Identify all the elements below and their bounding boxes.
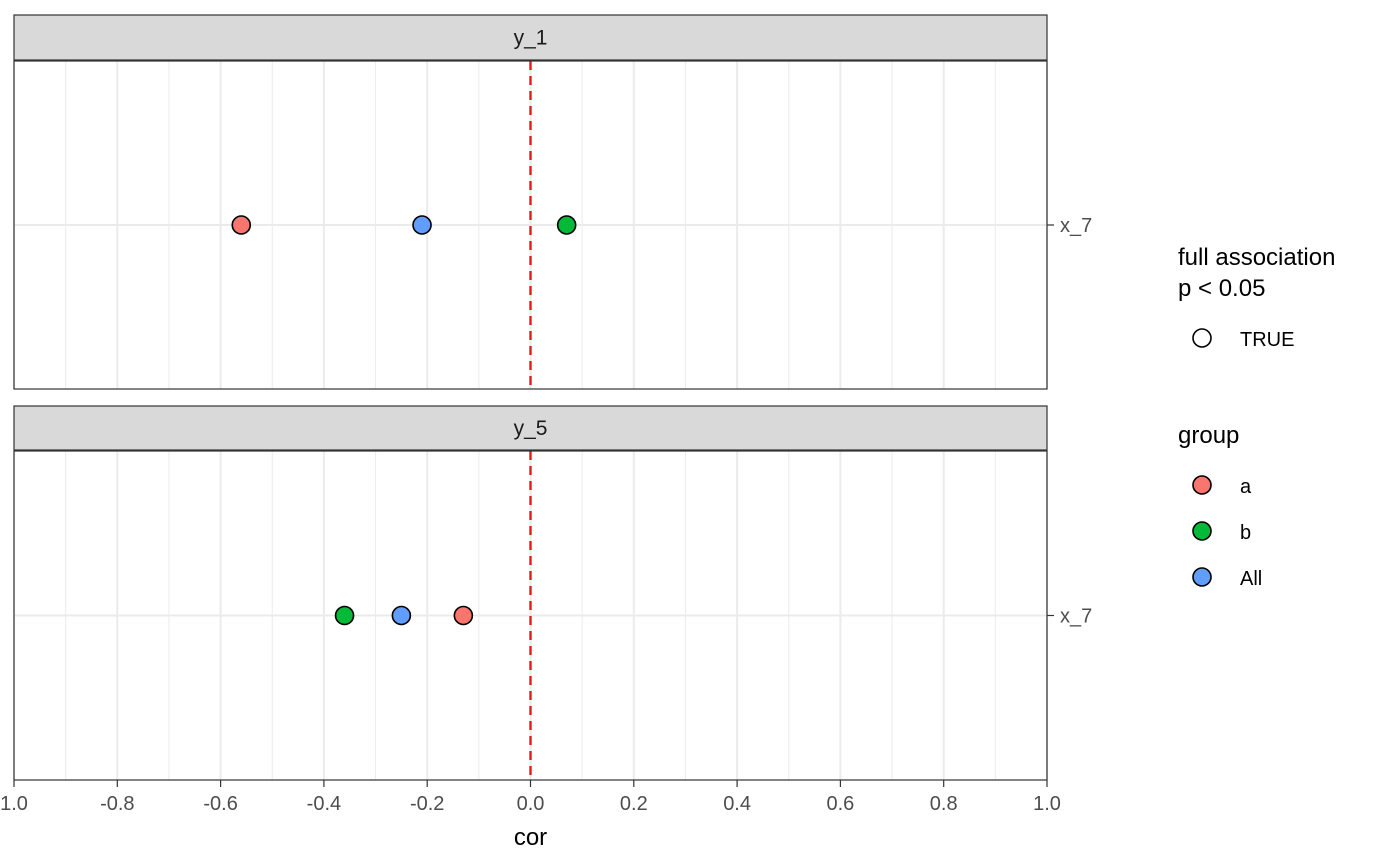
- x-tick-label: 0.0: [517, 793, 545, 815]
- x-tick-label: -0.8: [100, 793, 134, 815]
- data-point-all: [391, 605, 412, 626]
- legend-label-all: All: [1240, 568, 1262, 590]
- legend-title-group: group: [1178, 422, 1239, 449]
- legend-title-association-line-1: full association: [1178, 244, 1335, 271]
- legend-label-a: a: [1240, 476, 1252, 498]
- legend-title-association-line-2: p < 0.05: [1178, 275, 1265, 302]
- x-tick-label: 1.0: [1033, 793, 1061, 815]
- facet-strip-label: y_1: [514, 27, 548, 50]
- x-tick-label: -0.4: [307, 793, 341, 815]
- data-point-b: [334, 605, 355, 626]
- legend-key-a: [1192, 475, 1212, 495]
- legend-key-b: [1192, 521, 1212, 541]
- x-tick-label: 1.0: [0, 793, 28, 815]
- facet-strip-2: [13, 405, 1048, 451]
- facet-strip-1: [13, 14, 1048, 61]
- data-point-a: [231, 215, 252, 235]
- legend-key-true: [1192, 328, 1212, 348]
- data-point-a: [453, 605, 474, 626]
- data-point-b: [556, 215, 577, 235]
- x-tick-label: 0.4: [723, 793, 751, 815]
- y-tick-label: x_7: [1060, 215, 1092, 237]
- x-tick-label: -0.6: [203, 793, 237, 815]
- legend-label-b: b: [1240, 522, 1251, 544]
- data-point-all: [412, 215, 432, 235]
- x-tick-label: 0.6: [826, 793, 854, 815]
- y-tick-label: x_7: [1060, 606, 1092, 628]
- x-tick-label: 0.8: [930, 793, 958, 815]
- x-axis-title: cor: [514, 824, 547, 851]
- legend-key-all: [1192, 567, 1212, 587]
- x-tick-label: 0.2: [620, 793, 648, 815]
- facet-strip-label: y_5: [514, 417, 548, 440]
- x-tick-label: -0.2: [410, 793, 444, 815]
- legend-label-true: TRUE: [1240, 329, 1294, 351]
